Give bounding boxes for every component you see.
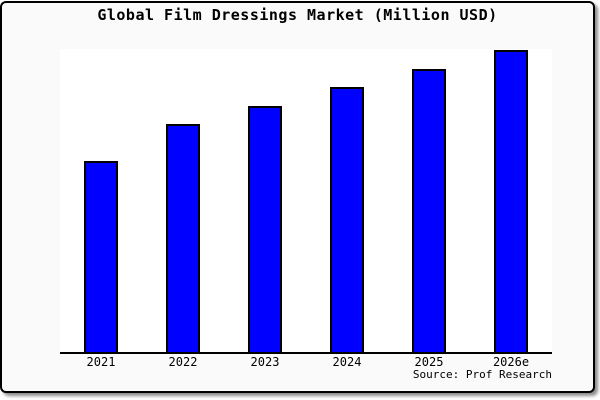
- bar-2024: [330, 87, 364, 352]
- bar-slot: [388, 49, 470, 352]
- x-tick-label-2021: 2021: [86, 355, 116, 369]
- x-axis-labels: 2021 2022 2023 2024 2025 2026e: [60, 355, 552, 369]
- x-tick-label-2026e: 2026e: [492, 355, 530, 369]
- source-credit: Source: Prof Research: [412, 368, 552, 381]
- bar-2022: [166, 124, 200, 352]
- bar-slot: [224, 49, 306, 352]
- bar-2021: [84, 161, 118, 352]
- bar-slot: [142, 49, 224, 352]
- x-tick-label-2025: 2025: [414, 355, 444, 369]
- bar-slot: [60, 49, 142, 352]
- bar-2023: [248, 106, 282, 352]
- x-tick-label-2024: 2024: [332, 355, 362, 369]
- x-tick-label-2023: 2023: [250, 355, 280, 369]
- chart-title: Global Film Dressings Market (Million US…: [97, 6, 498, 24]
- bar-2025: [412, 69, 446, 352]
- bar-slot: [470, 49, 552, 352]
- plot-area: [60, 49, 552, 354]
- bar-2026e: [494, 50, 528, 352]
- bar-slot: [306, 49, 388, 352]
- x-tick-label-2022: 2022: [168, 355, 198, 369]
